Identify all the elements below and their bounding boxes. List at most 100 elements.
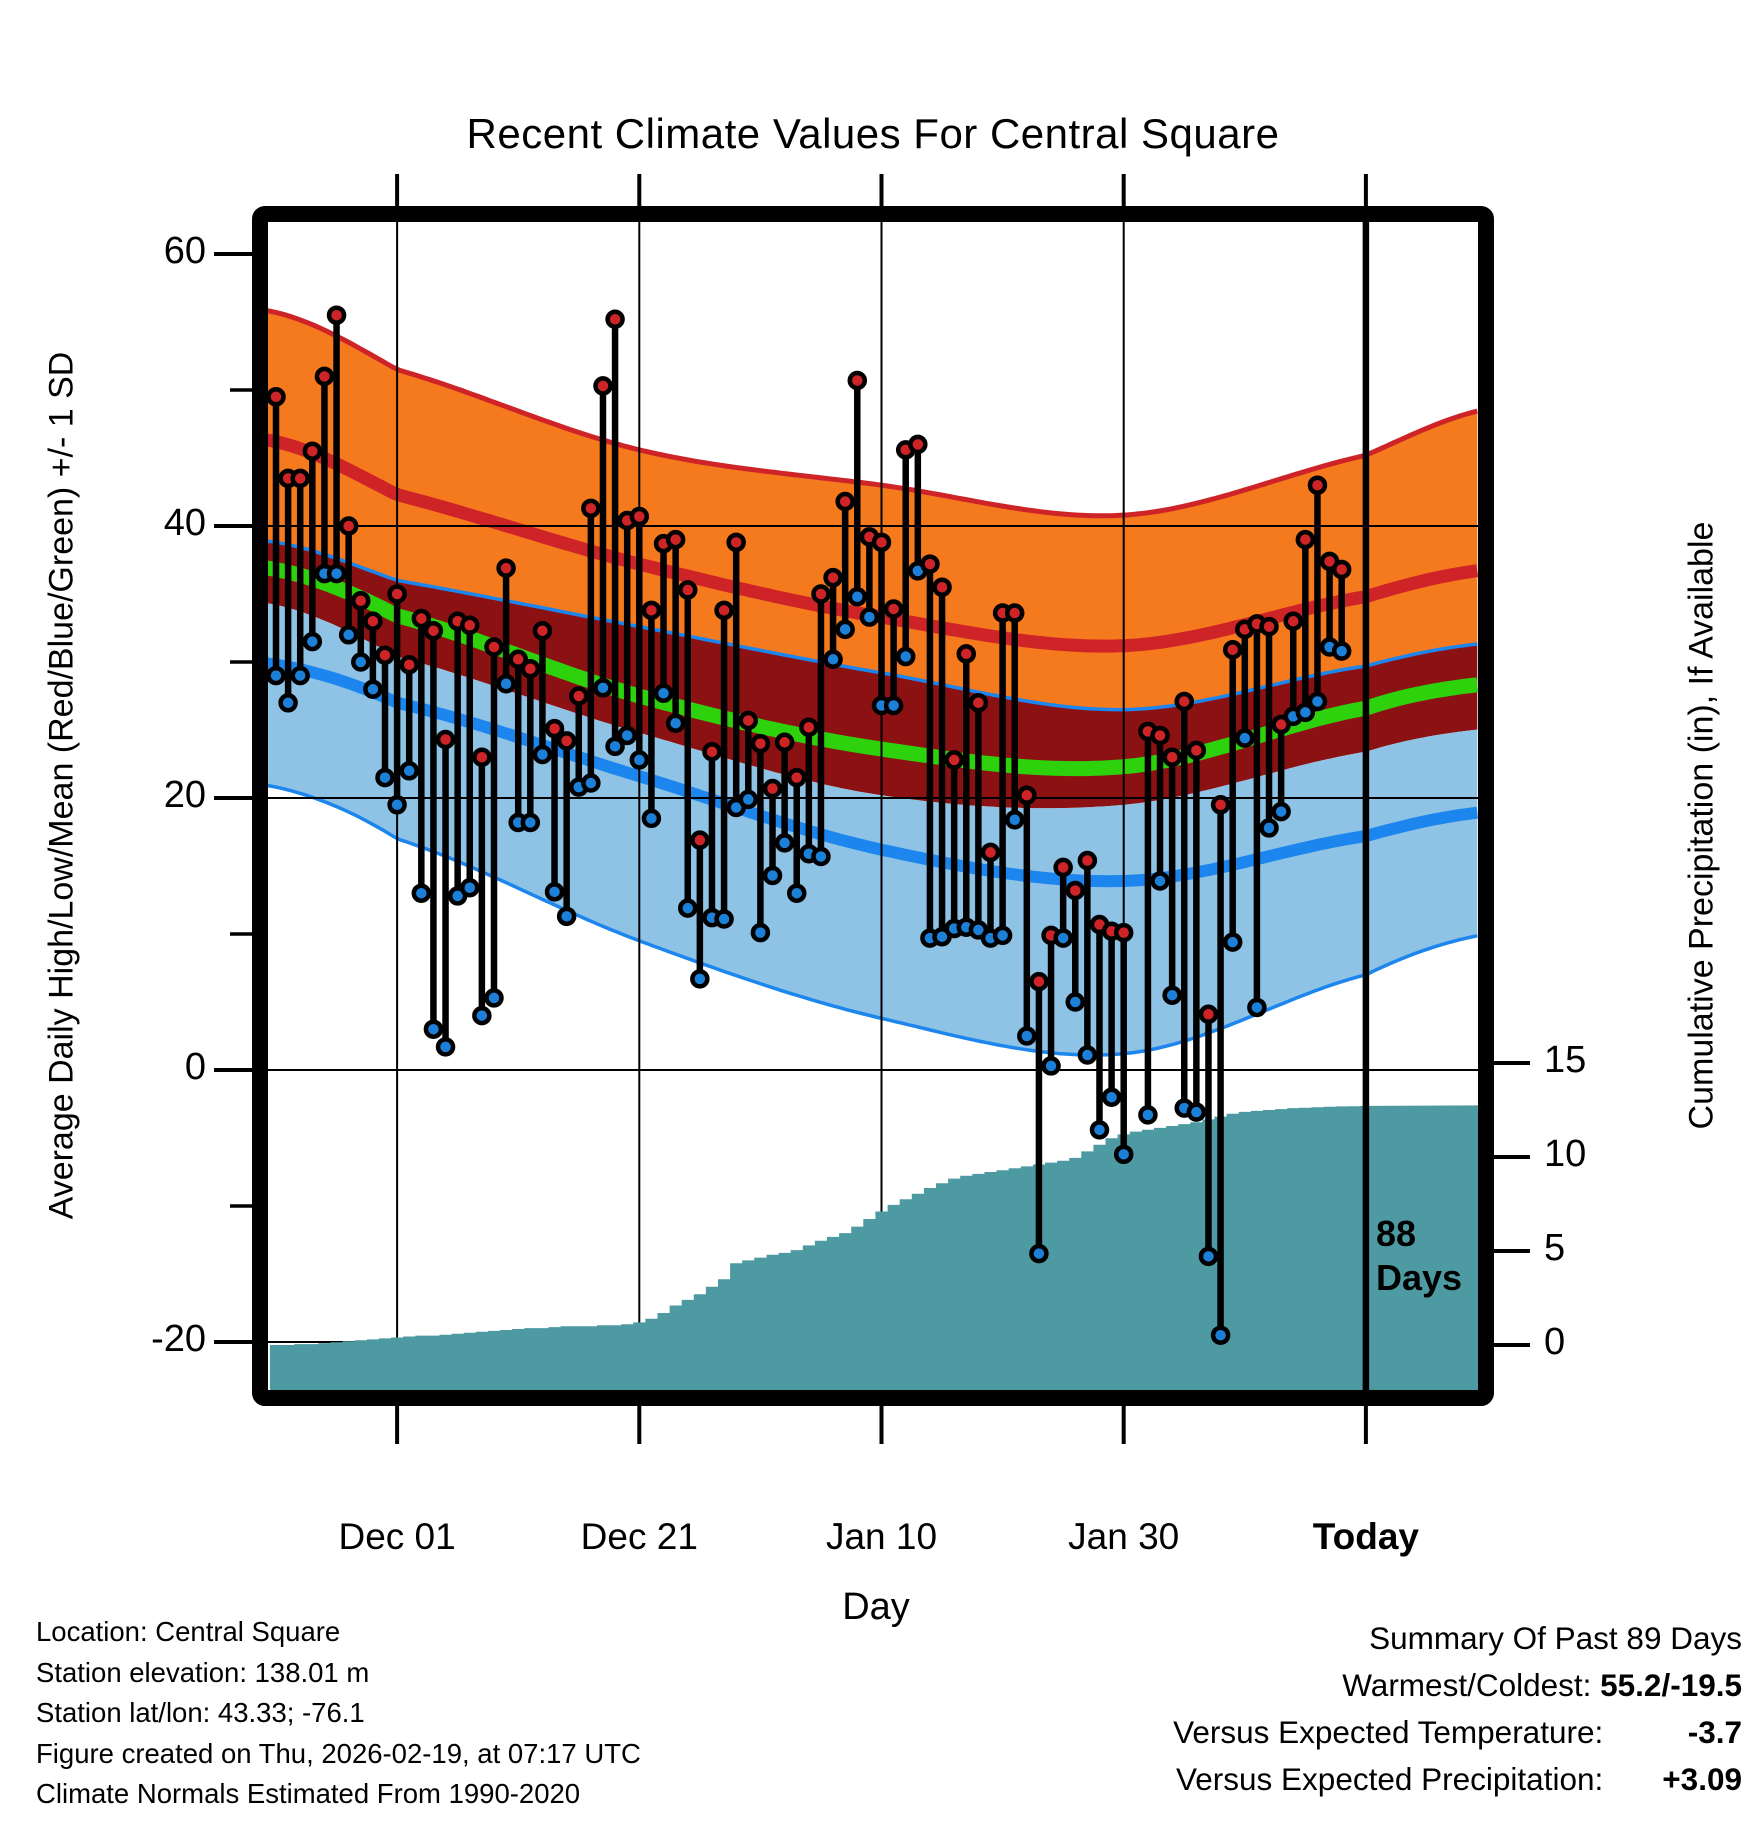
summary-warmest-value: 55.2/-19.5 bbox=[1600, 1667, 1742, 1703]
high-dot bbox=[520, 659, 541, 679]
y-axis-right-label: Cumulative Precipitation (in), If Availa… bbox=[1682, 521, 1721, 1130]
day-stem bbox=[629, 506, 650, 770]
high-dot bbox=[314, 366, 335, 387]
low-dot bbox=[1017, 1026, 1037, 1046]
low-dot bbox=[1271, 801, 1291, 822]
high-dot bbox=[750, 733, 771, 754]
low-dot bbox=[1138, 1105, 1158, 1125]
low-dot bbox=[338, 625, 359, 645]
low-dot bbox=[1235, 728, 1255, 748]
summary-temp-value: -3.7 bbox=[1687, 1714, 1742, 1750]
low-dot bbox=[823, 649, 843, 670]
day-stem bbox=[1307, 475, 1328, 712]
footer-created: Figure created on Thu, 2026-02-19, at 07… bbox=[36, 1737, 641, 1769]
day-stem bbox=[556, 731, 577, 927]
low-dot bbox=[1222, 932, 1243, 952]
day-stem bbox=[290, 468, 310, 686]
high-dot bbox=[435, 729, 456, 750]
low-dot bbox=[375, 767, 395, 788]
summary-temp-label: Versus Expected Temperature: bbox=[1173, 1714, 1612, 1750]
days-marker-line2: Days bbox=[1376, 1257, 1463, 1298]
day-stem bbox=[1029, 971, 1049, 1264]
day-stem bbox=[677, 580, 698, 918]
day-stem bbox=[1065, 880, 1086, 1012]
high-dot bbox=[641, 600, 662, 621]
high-band bbox=[268, 310, 1478, 710]
low-dot bbox=[411, 883, 432, 903]
x-tick-label: Dec 01 bbox=[338, 1516, 456, 1557]
high-dot bbox=[411, 608, 432, 629]
day-stem bbox=[472, 747, 492, 1026]
low-dot bbox=[532, 744, 553, 765]
x-axis-label: Day bbox=[842, 1586, 910, 1628]
high-dot bbox=[968, 693, 989, 713]
high-dot bbox=[629, 506, 650, 527]
day-stem bbox=[1053, 857, 1073, 948]
high-dot bbox=[363, 611, 383, 631]
low-dot bbox=[762, 865, 783, 886]
high-dot bbox=[1198, 1004, 1219, 1024]
day-stem bbox=[1271, 714, 1291, 822]
low-dot bbox=[268, 665, 286, 686]
y-left-tick-label: 20 bbox=[163, 774, 206, 816]
low-dot bbox=[1307, 691, 1328, 712]
day-stem bbox=[326, 305, 347, 584]
high-dot bbox=[1259, 616, 1279, 637]
high-dot bbox=[1331, 559, 1352, 580]
low-dot bbox=[835, 619, 855, 640]
summary-precip-value: +3.09 bbox=[1662, 1761, 1742, 1797]
low-dot bbox=[738, 789, 759, 810]
overlap-band bbox=[268, 541, 1478, 809]
day-stem bbox=[1077, 850, 1098, 1065]
high-dot bbox=[762, 778, 783, 799]
low-dot bbox=[847, 586, 868, 607]
high-dot bbox=[1283, 611, 1303, 631]
high-dot bbox=[799, 717, 819, 738]
low-dot bbox=[544, 882, 565, 902]
low-dot bbox=[1029, 1243, 1049, 1264]
low-dot bbox=[302, 631, 323, 652]
low-dot bbox=[629, 750, 650, 770]
day-stem bbox=[460, 615, 480, 898]
day-stem bbox=[811, 584, 831, 867]
high-dot bbox=[1174, 691, 1194, 712]
high-dot bbox=[351, 591, 371, 611]
low-dot bbox=[1053, 928, 1073, 948]
day-stem bbox=[1235, 619, 1255, 748]
high-dot bbox=[1017, 785, 1037, 806]
summary-warmest-label: Warmest/Coldest: bbox=[1342, 1667, 1601, 1703]
high-dot bbox=[496, 558, 516, 578]
day-stem bbox=[1150, 725, 1170, 891]
low-dot bbox=[883, 695, 904, 716]
x-tick-label: Jan 30 bbox=[1068, 1516, 1180, 1557]
footer-latlon: Station lat/lon: 43.33; -76.1 bbox=[36, 1697, 365, 1728]
high-dot bbox=[714, 600, 734, 621]
high-dot bbox=[823, 567, 843, 588]
y-left-tick-label: 40 bbox=[163, 502, 206, 544]
low-dot bbox=[1004, 810, 1025, 830]
day-stem bbox=[883, 599, 904, 716]
low-dot bbox=[859, 607, 880, 627]
chart-title: Recent Climate Values For Central Square bbox=[466, 110, 1280, 157]
summary-precip-label: Versus Expected Precipitation: bbox=[1176, 1761, 1612, 1797]
day-stem bbox=[387, 584, 407, 815]
summary-warmest-coldest: Warmest/Coldest: 55.2/-19.5 bbox=[1173, 1662, 1742, 1709]
day-stem bbox=[895, 440, 916, 667]
high-dot bbox=[690, 830, 710, 850]
low-dot bbox=[1186, 1102, 1207, 1122]
day-stem bbox=[799, 717, 819, 864]
x-tick-label: Today bbox=[1312, 1516, 1419, 1557]
low-dot bbox=[786, 883, 807, 903]
high-dot bbox=[338, 516, 359, 536]
high-dot bbox=[1210, 795, 1231, 815]
high-dot bbox=[786, 767, 807, 788]
low-dot bbox=[496, 674, 516, 694]
summary-vs-precipitation: Versus Expected Precipitation: +3.09 bbox=[1173, 1756, 1742, 1803]
high-dot bbox=[920, 554, 940, 574]
low-dot bbox=[750, 922, 771, 943]
day-stem bbox=[1198, 1004, 1219, 1267]
cumulative-precip-area bbox=[269, 1105, 1478, 1390]
high-dot bbox=[932, 577, 952, 597]
day-stem bbox=[823, 567, 843, 670]
